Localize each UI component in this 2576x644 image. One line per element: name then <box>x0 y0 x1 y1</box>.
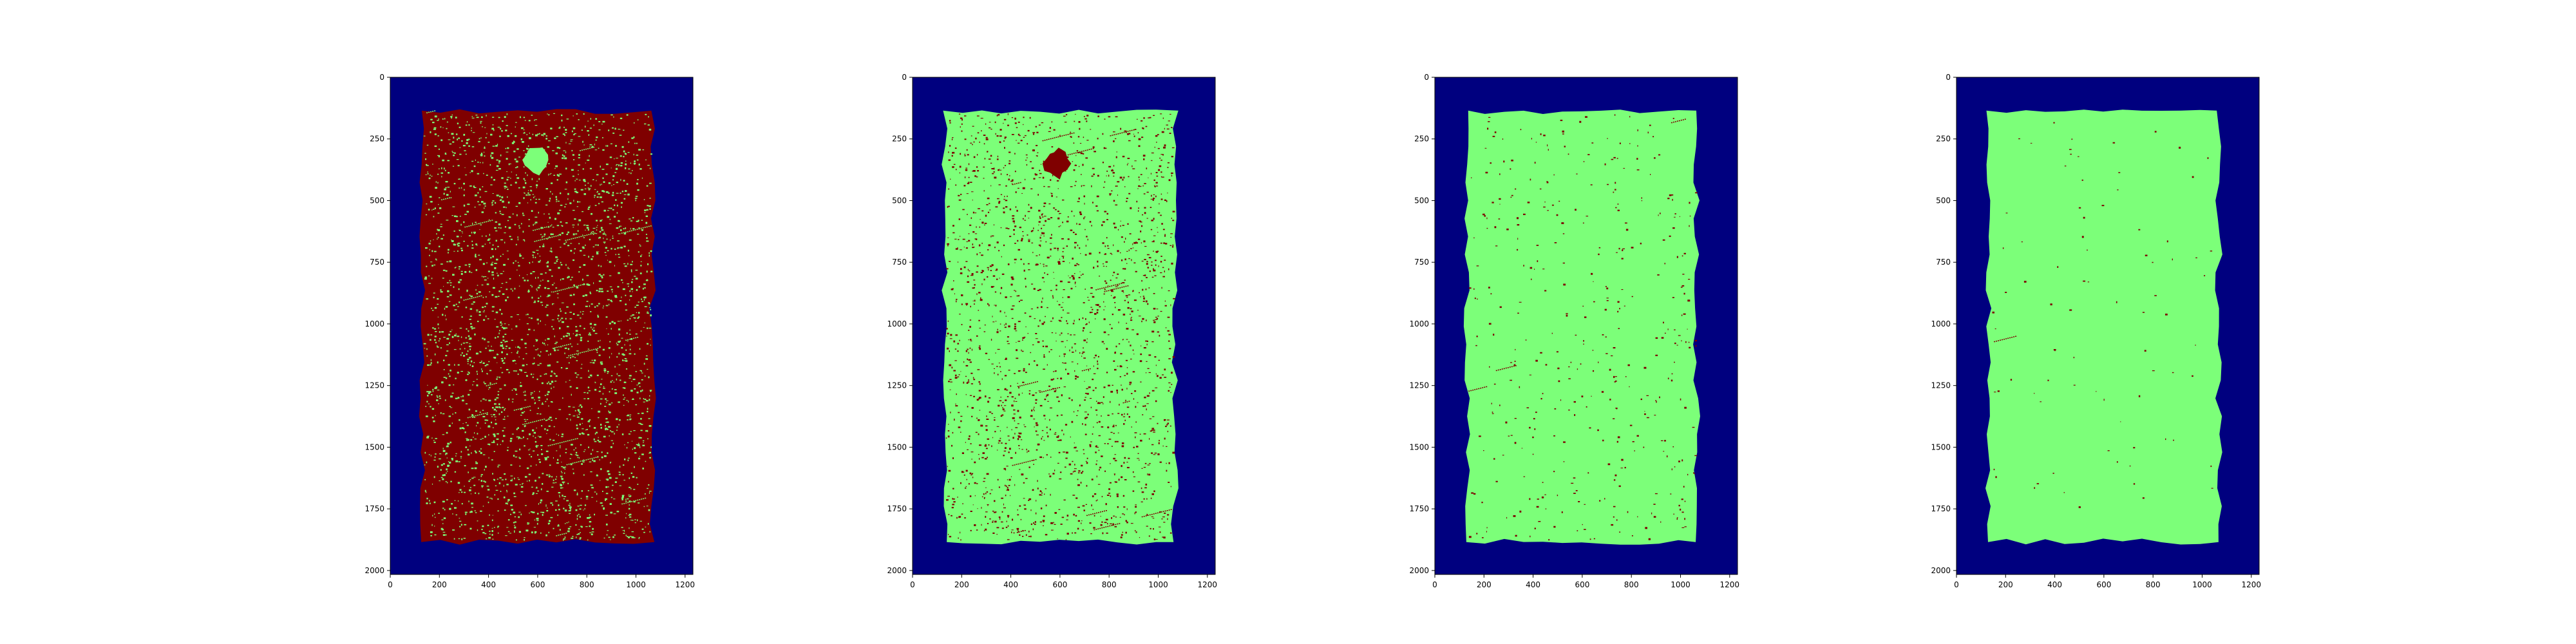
y-tick-label: 1250 <box>887 381 907 390</box>
x-tick-label: 800 <box>1624 580 1639 589</box>
heatmap-panel-1: 0 200 400 600 800 1000 1200 0 250 500 750 1000 1250 1… <box>365 73 695 589</box>
heatmap-panel-4: 0 200 400 600 800 1000 1200 0 250 500 750 1000 1250 1… <box>1931 73 2261 589</box>
heatmap-image <box>390 77 693 574</box>
sample-region <box>1463 109 1700 545</box>
axes-frame <box>1434 77 1738 575</box>
x-tick-label: 400 <box>1526 580 1540 589</box>
y-tick-label: 2000 <box>365 566 384 575</box>
y-tick-label: 500 <box>892 196 907 205</box>
y-tick-label: 1500 <box>1409 442 1429 451</box>
y-tick-label: 1750 <box>1409 504 1429 513</box>
x-tick-label: 0 <box>388 580 393 589</box>
x-tick-label: 400 <box>2047 580 2062 589</box>
y-tick-label: 0 <box>1946 73 1951 82</box>
x-tick-label: 800 <box>1102 580 1117 589</box>
y-tick-label: 1750 <box>1931 504 1951 513</box>
x-tick-label: 600 <box>2096 580 2111 589</box>
y-tick-label: 750 <box>370 258 384 267</box>
heatmap-panel-3: 0 200 400 600 800 1000 1200 0 250 500 750 1000 1250 1… <box>1409 73 1739 589</box>
y-tick-label: 2000 <box>887 566 907 575</box>
axes-frame <box>912 77 1216 575</box>
sample-region <box>419 109 656 545</box>
feature-blob <box>1042 147 1072 180</box>
x-tick-label: 200 <box>954 580 969 589</box>
x-tick-label: 600 <box>530 580 545 589</box>
y-tick-label: 0 <box>1424 73 1429 82</box>
y-tick-label: 250 <box>1414 135 1429 144</box>
x-tick-label: 600 <box>1575 580 1589 589</box>
y-tick-label: 250 <box>892 135 907 144</box>
y-tick-label: 0 <box>379 73 384 82</box>
y-tick-label: 1750 <box>365 504 384 513</box>
x-tick-label: 1200 <box>1720 580 1740 589</box>
heatmap-image <box>913 77 1215 574</box>
heatmap-image <box>1956 77 2259 574</box>
y-tick-label: 750 <box>1936 258 1951 267</box>
y-tick-label: 2000 <box>1409 566 1429 575</box>
y-tick-label: 1000 <box>365 319 384 328</box>
y-tick-label: 500 <box>1936 196 1951 205</box>
x-tick-label: 1200 <box>1198 580 1218 589</box>
x-tick-label: 1000 <box>1148 580 1168 589</box>
x-tick-label: 200 <box>1477 580 1492 589</box>
x-tick-label: 200 <box>1998 580 2013 589</box>
x-tick-label: 400 <box>481 580 496 589</box>
y-tick-label: 1000 <box>1931 319 1951 328</box>
x-tick-label: 1000 <box>1671 580 1690 589</box>
y-tick-label: 500 <box>370 196 384 205</box>
y-tick-label: 1500 <box>365 442 384 451</box>
y-tick-label: 250 <box>370 135 384 144</box>
axes-frame <box>390 77 694 575</box>
y-tick-label: 2000 <box>1931 566 1951 575</box>
x-tick-label: 1200 <box>2242 580 2262 589</box>
x-tick-label: 0 <box>1954 580 1959 589</box>
y-tick-label: 1000 <box>1409 319 1429 328</box>
y-tick-label: 1000 <box>887 319 907 328</box>
y-tick-label: 1750 <box>887 504 907 513</box>
x-tick-label: 1000 <box>626 580 646 589</box>
x-tick-label: 1000 <box>2192 580 2212 589</box>
feature-blob <box>522 147 549 176</box>
heatmap-image <box>1435 77 1738 574</box>
y-tick-label: 0 <box>902 73 907 82</box>
y-tick-label: 1500 <box>1931 442 1951 451</box>
x-tick-label: 600 <box>1052 580 1067 589</box>
sample-region <box>1985 109 2222 545</box>
y-tick-label: 750 <box>1414 258 1429 267</box>
x-tick-label: 800 <box>580 580 594 589</box>
y-tick-label: 1250 <box>1931 381 1951 390</box>
heatmap-panel-2: 0 200 400 600 800 1000 1200 0 250 500 750 1000 1250 1… <box>887 73 1217 589</box>
y-tick-label: 1250 <box>365 381 384 390</box>
x-tick-label: 1200 <box>676 580 696 589</box>
y-tick-label: 1250 <box>1409 381 1429 390</box>
x-tick-label: 200 <box>432 580 447 589</box>
sample-region <box>942 109 1179 545</box>
x-tick-label: 0 <box>1432 580 1437 589</box>
y-tick-label: 500 <box>1414 196 1429 205</box>
detected-speckles <box>423 110 653 541</box>
y-tick-label: 1500 <box>887 442 907 451</box>
y-tick-label: 750 <box>892 258 907 267</box>
axes-frame <box>1956 77 2260 575</box>
x-tick-label: 800 <box>2146 580 2161 589</box>
y-tick-label: 250 <box>1936 135 1951 144</box>
x-tick-label: 400 <box>1003 580 1018 589</box>
x-tick-label: 0 <box>910 580 915 589</box>
